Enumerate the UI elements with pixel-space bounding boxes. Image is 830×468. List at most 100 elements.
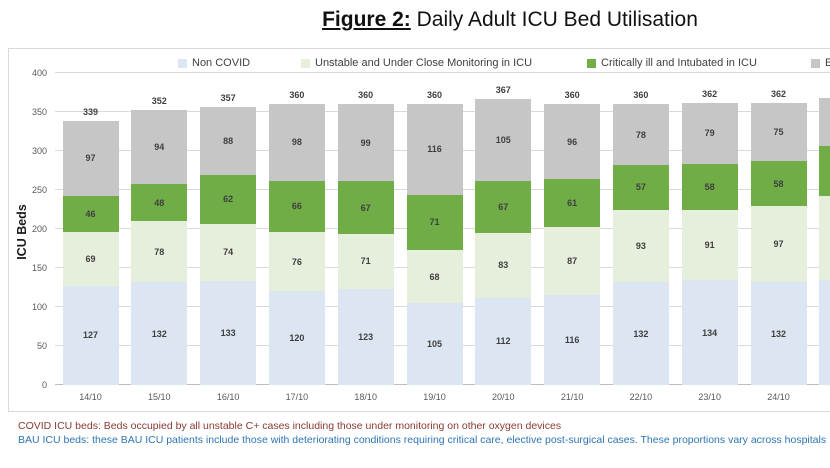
bar-18/10: 123 71 67 99 360 18/10 (337, 90, 394, 402)
segment-value-label: 62 (223, 194, 234, 205)
bar-segment: 97 (62, 120, 119, 197)
segment-value-label: 58 (704, 181, 715, 192)
x-axis-tick-label: 15/10 (148, 392, 171, 402)
y-axis-tick-label: 200 (31, 224, 47, 234)
bar-segment: 105 (475, 98, 532, 181)
bar-segment: 132 (612, 282, 669, 385)
y-axis-tick-label: 250 (31, 185, 47, 195)
bar-segment: 116 (406, 104, 463, 195)
bar-16/10: 133 74 62 88 357 16/10 (200, 93, 257, 402)
legend-label-clipped: E (825, 57, 830, 69)
page-title: Figure 2: Daily Adult ICU Bed Utilisatio… (0, 8, 830, 32)
segment-value-label: 83 (498, 260, 509, 271)
bar-partial (819, 97, 830, 385)
legend-swatch-critical (587, 58, 596, 68)
bar-segment: 94 (131, 110, 188, 184)
segment-value-label: 97 (85, 153, 96, 164)
segment-value-label: 46 (85, 209, 96, 220)
bar-segment: 87 (544, 226, 601, 295)
bar-total-label: 360 (289, 90, 305, 101)
footnote-bau-icu: BAU ICU beds: these BAU ICU patients inc… (18, 434, 827, 446)
legend-label-non-covid: Non COVID (192, 57, 251, 69)
x-axis-tick-label: 24/10 (767, 392, 790, 402)
bar-segment: 105 (406, 303, 463, 385)
chart-panel: Non COVID Unstable and Under Close Monit… (8, 48, 830, 412)
segment-value-label: 71 (360, 256, 371, 267)
segment-value-label: 112 (496, 336, 511, 347)
bar-segment: 112 (475, 297, 532, 385)
segment-value-label: 98 (291, 137, 302, 148)
y-axis-tick-label: 400 (31, 68, 47, 78)
segment-value-label: 132 (633, 328, 649, 339)
segment-value-label: 96 (567, 136, 578, 147)
segment-value-label: 71 (429, 217, 440, 228)
figure-label: Figure 2: (322, 8, 411, 31)
segment-value-label: 66 (291, 201, 302, 212)
segment-value-label: 132 (770, 328, 787, 339)
bar-segment: 61 (544, 179, 601, 227)
bar-segment: 88 (200, 106, 257, 176)
legend-swatch-non-covid (178, 58, 187, 68)
bar-20/10: 112 83 67 105 367 20/10 (475, 85, 532, 402)
segment-value-label: 58 (773, 178, 784, 189)
bar-24/10: 132 97 58 75 362 24/10 (750, 89, 807, 402)
segment-value-label: 48 (154, 197, 165, 208)
bar-segment: 132 (131, 282, 188, 385)
bar-segment: 91 (681, 209, 738, 281)
bar-segment: 66 (268, 180, 325, 233)
segment-value-label: 93 (635, 240, 646, 251)
bar-segment: 132 (750, 282, 807, 385)
x-axis-tick-label: 20/10 (492, 392, 515, 402)
legend-item-clipped: E (811, 57, 830, 69)
segment-value-label: 116 (427, 144, 442, 155)
bar-segment: 78 (612, 104, 669, 166)
bar-segment: 57 (612, 165, 669, 210)
bar-segment: 120 (268, 291, 325, 385)
y-axis-tick-label: 350 (31, 107, 47, 117)
bar-segment: 67 (337, 181, 394, 234)
bar-23/10: 134 91 58 79 362 23/10 (681, 89, 738, 402)
bar-segment: 99 (337, 104, 394, 182)
bar-segment: 58 (750, 161, 807, 207)
footnotes: COVID ICU beds: Beds occupied by all uns… (18, 419, 826, 447)
segment-value-label: 61 (567, 197, 578, 208)
bar-15/10: 132 78 48 94 352 15/10 (131, 96, 188, 402)
segment-value-label: 134 (702, 327, 718, 338)
bar-segment: 97 (750, 206, 807, 283)
segment-value-label: 78 (635, 129, 646, 140)
plot-area: 127 69 46 97 339 14/10 132 78 48 94 352 15/10 133 74 6… (55, 72, 830, 402)
segment-value-label: 75 (773, 126, 784, 137)
segment-value-label: 88 (223, 135, 234, 146)
legend-item-critical: Critically ill and Intubated in ICU (587, 57, 757, 69)
bar-total-label: 360 (633, 90, 649, 101)
legend-swatch-clipped (811, 58, 820, 68)
segment-value-label: 132 (151, 328, 167, 339)
bar-segment: 116 (544, 294, 601, 385)
bar-segment: 96 (544, 104, 601, 180)
bar-segment (819, 146, 830, 197)
bar-21/10: 116 87 61 96 360 21/10 (544, 90, 601, 402)
bar-segment: 134 (681, 280, 738, 385)
y-axis-tick-label: 0 (41, 380, 47, 390)
bar-segment: 71 (337, 233, 394, 290)
x-axis-tick-label: 14/10 (79, 392, 102, 402)
segment-value-label: 67 (360, 202, 371, 213)
bar-segment: 83 (475, 232, 532, 298)
bar-segment: 48 (131, 183, 188, 222)
bar-segment: 79 (681, 102, 738, 165)
legend-item-non-covid: Non COVID (178, 57, 250, 69)
legend-label-unstable: Unstable and Under Close Monitoring in I… (315, 57, 533, 69)
segment-value-label: 105 (426, 339, 443, 350)
y-axis-tick-label: 100 (31, 302, 47, 312)
bar-total-label: 367 (495, 84, 511, 95)
segment-value-label: 68 (429, 271, 440, 282)
bar-segment: 69 (62, 232, 119, 286)
bar-segment: 123 (337, 289, 394, 385)
bar-14/10: 127 69 46 97 339 14/10 (62, 107, 119, 402)
bar-segment: 74 (200, 223, 257, 282)
bar-17/10: 120 76 66 98 360 17/10 (268, 90, 325, 402)
x-axis-tick-label: 22/10 (629, 392, 653, 402)
bar-total-label: 360 (426, 90, 443, 101)
bar-segment: 46 (62, 196, 119, 233)
segment-value-label: 116 (564, 334, 580, 345)
